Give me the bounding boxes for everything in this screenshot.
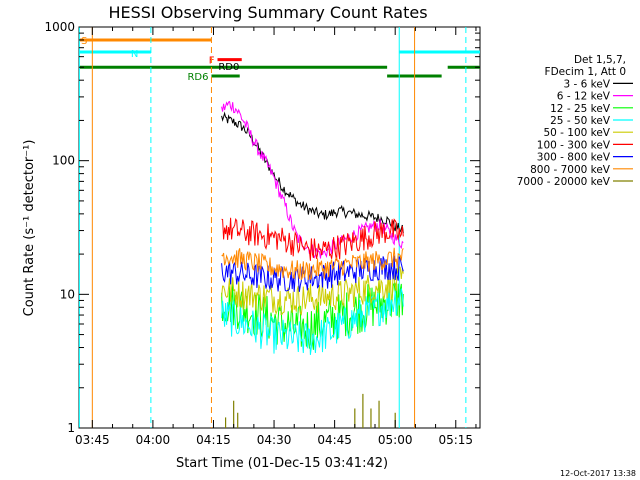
chart-title: HESSI Observing Summary Count Rates — [108, 3, 427, 22]
y-tick-label: 100 — [52, 154, 75, 168]
legend-label: 7000 - 20000 keV — [517, 176, 611, 188]
y-tick-label: 1000 — [44, 20, 75, 34]
legend-label: 300 - 800 keV — [537, 152, 611, 164]
x-tick-label: 03:45 — [75, 433, 110, 447]
x-tick-label: 05:00 — [378, 433, 413, 447]
legend-label: 800 - 7000 keV — [530, 164, 611, 176]
legend-label: 12 - 25 keV — [550, 103, 611, 115]
vertical-markers-layer — [78, 27, 467, 428]
y-tick-label: 1 — [67, 421, 75, 435]
series-line — [221, 111, 404, 234]
timestamp-label: 12-Oct-2017 13:38 — [560, 469, 636, 478]
legend-label: 25 - 50 keV — [550, 115, 611, 127]
flag-label: RD0 — [218, 62, 239, 73]
ticks-layer: 03:45 04:00 04:15 04:30 04:45 05:00 05:15 1 10 10… — [44, 20, 480, 447]
legend-label: 6 - 12 keV — [557, 91, 611, 103]
x-tick-label: 04:00 — [136, 433, 171, 447]
flag-lines-layer: SNFRD0RD6 — [79, 36, 480, 83]
x-tick-label: 05:15 — [438, 433, 473, 447]
series-line — [221, 288, 404, 355]
series-line — [221, 247, 404, 281]
flag-label: RD6 — [187, 72, 208, 83]
x-axis-title: Start Time (01-Dec-15 03:41:42) — [176, 456, 388, 471]
x-tick-label: 04:15 — [196, 433, 231, 447]
legend-header: Det 1,5,7, — [574, 54, 626, 66]
y-tick-label: 10 — [60, 287, 75, 301]
x-tick-label: 04:30 — [257, 433, 292, 447]
legend-label: 100 - 300 keV — [537, 139, 611, 151]
y-axis-title: Count Rate (s⁻¹ detector⁻¹) — [22, 140, 37, 317]
series-line — [221, 217, 404, 261]
series-layer — [221, 100, 404, 428]
plot-area-frame — [78, 26, 481, 429]
legend-label: 50 - 100 keV — [543, 127, 610, 139]
series-line — [221, 282, 404, 350]
flag-label: N — [131, 49, 138, 60]
series-line — [221, 100, 404, 259]
flag-label: S — [81, 36, 87, 47]
legend-header: FDecim 1, Att 0 — [545, 66, 626, 78]
series-line — [221, 255, 404, 292]
x-tick-label: 04:45 — [317, 433, 352, 447]
legend-label: 3 - 6 keV — [563, 78, 610, 90]
